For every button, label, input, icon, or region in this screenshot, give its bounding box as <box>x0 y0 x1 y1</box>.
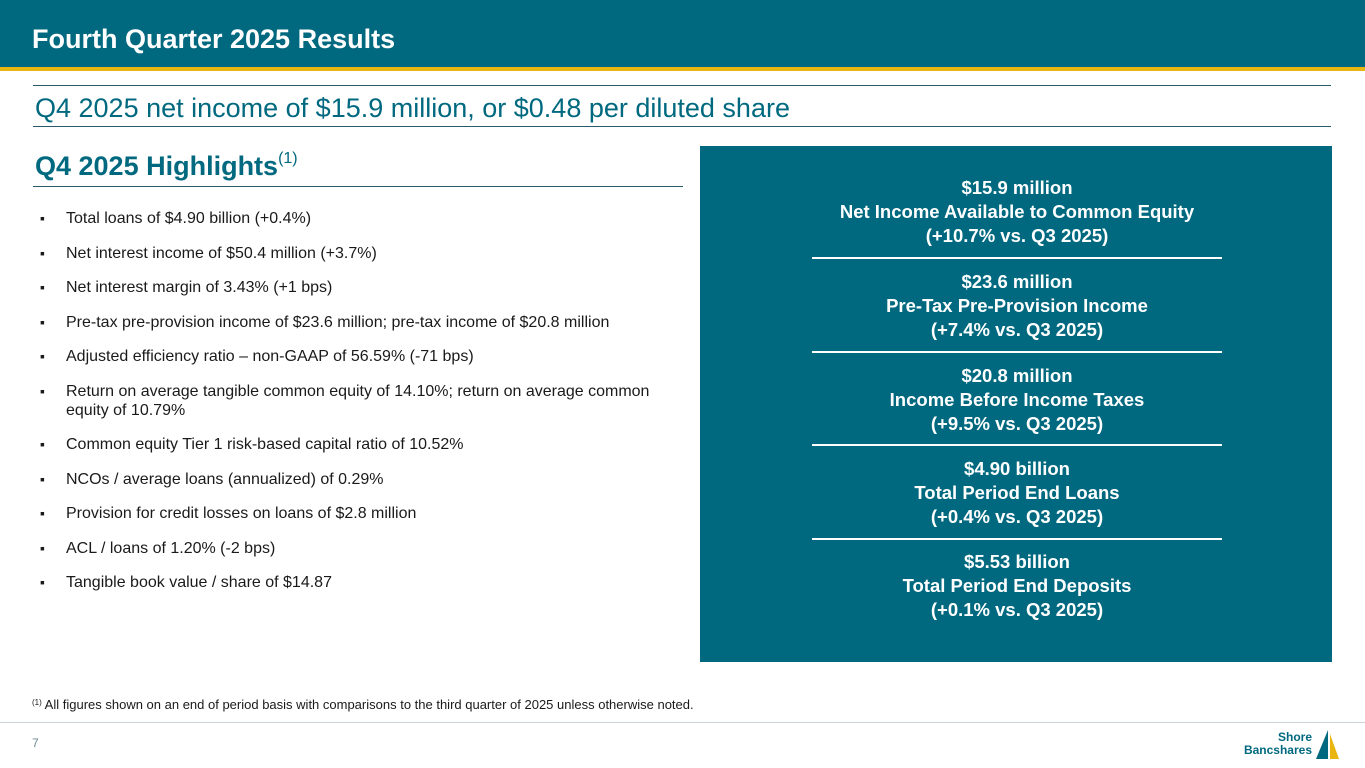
highlight-item: ▪ Provision for credit losses on loans of… <box>40 504 680 523</box>
metric-label: Total Period End Deposits <box>902 575 1132 596</box>
highlight-item: ▪ ACL / loans of 1.20% (-2 bps) <box>40 539 680 558</box>
logo-line-2: Bancshares <box>1243 743 1312 757</box>
highlight-text: Net interest margin of 3.43% (+1 bps) <box>66 279 333 296</box>
footnote: (1) All figures shown on an end of perio… <box>32 697 694 712</box>
metric-change: (+0.4% vs. Q3 2025) <box>930 506 1104 527</box>
bullet-marker: ▪ <box>40 505 45 521</box>
bullet-marker: ▪ <box>40 279 45 295</box>
bullet-marker: ▪ <box>40 210 45 226</box>
bullet-marker: ▪ <box>40 470 45 487</box>
metric-label: Pre-Tax Pre-Provision Income <box>886 295 1148 316</box>
highlight-text: ACL / loans of 1.20% (-2 bps) <box>66 539 276 557</box>
metric-label: Net Income Available to Common Equity <box>839 201 1195 222</box>
bullet-marker: ▪ <box>40 348 45 364</box>
highlight-item: ▪ Return on average tangible common equit… <box>40 382 680 420</box>
metric-block: $5.53 billion Total Period End Deposits (+… <box>812 550 1222 622</box>
bullet-marker: ▪ <box>40 436 45 452</box>
logo-line-1: Shore <box>1277 730 1312 744</box>
highlight-item: ▪ Pre-tax pre-provision income of $23.6 m… <box>40 313 680 332</box>
metric-value: $5.53 billion <box>964 551 1070 572</box>
highlight-item: ▪ Common equity Tier 1 risk-based capital… <box>40 435 680 454</box>
bullet-marker: ▪ <box>40 382 45 399</box>
metric-block: $20.8 million Income Before Income Taxes (… <box>812 364 1222 436</box>
key-metrics-panel: $15.9 million Net Income Available to Com… <box>700 146 1332 662</box>
highlight-text: Common equity Tier 1 risk-based capital … <box>66 436 464 453</box>
highlight-item: ▪ NCOs / average loans (annualized) of 0.… <box>40 470 680 489</box>
logo-wordmark: Shore Bancshares <box>1244 731 1312 757</box>
highlight-text: NCOs / average loans (annualized) of 0.2… <box>66 470 384 488</box>
title-bar-accent <box>0 67 1365 71</box>
metric-block: $4.90 billion Total Period End Loans (+0.4… <box>812 457 1222 529</box>
metric-change: (+9.5% vs. Q3 2025) <box>930 413 1104 434</box>
title-bar <box>0 0 1365 67</box>
highlight-text: Total loans of $4.90 billion (+0.4%) <box>66 210 312 227</box>
metric-label: Income Before Income Taxes <box>889 389 1145 410</box>
highlight-item: ▪ Net interest income of $50.4 million (+… <box>40 244 680 263</box>
bullet-marker: ▪ <box>40 574 45 590</box>
highlight-text: Tangible book value / share of $14.87 <box>66 574 332 591</box>
highlight-item: ▪ Tangible book value / share of $14.87 <box>40 573 680 592</box>
highlight-text: Return on average tangible common equity… <box>66 382 650 419</box>
headline: Q4 2025 net income of $15.9 million, or … <box>35 93 790 123</box>
metric-value: $15.9 million <box>961 177 1073 198</box>
metric-value: $20.8 million <box>961 365 1073 386</box>
highlights-footnote-ref: (1) <box>278 150 298 167</box>
highlight-text: Net interest income of $50.4 million (+3… <box>66 244 377 262</box>
shore-bancshares-logo: Shore Bancshares <box>1244 728 1342 762</box>
metric-change: (+0.1% vs. Q3 2025) <box>930 599 1104 620</box>
footer-rule <box>0 722 1365 723</box>
page-number: 7 <box>32 736 39 750</box>
metric-separator <box>812 444 1222 446</box>
headline-top-rule <box>33 85 1331 86</box>
metric-separator <box>812 257 1222 259</box>
metric-block: $15.9 million Net Income Available to Com… <box>812 176 1222 248</box>
highlights-rule <box>33 186 683 187</box>
highlights-title-text: Q4 2025 Highlights <box>35 151 279 181</box>
metric-block: $23.6 million Pre-Tax Pre-Provision Incom… <box>812 270 1222 342</box>
highlight-item: ▪ Net interest margin of 3.43% (+1 bps) <box>40 278 680 297</box>
metric-value: $23.6 million <box>961 271 1073 292</box>
metric-label: Total Period End Loans <box>914 482 1120 503</box>
highlight-text: Provision for credit losses on loans of … <box>66 505 417 522</box>
metric-change: (+10.7% vs. Q3 2025) <box>925 225 1109 246</box>
highlight-text: Pre-tax pre-provision income of $23.6 mi… <box>66 313 610 331</box>
highlights-title: Q4 2025 Highlights(1) <box>35 150 298 182</box>
metric-change: (+7.4% vs. Q3 2025) <box>930 319 1104 340</box>
metric-separator <box>812 538 1222 540</box>
slide-title: Fourth Quarter 2025 Results <box>32 24 396 54</box>
highlight-text: Adjusted efficiency ratio – non-GAAP of … <box>66 348 474 365</box>
metric-value: $4.90 billion <box>964 458 1070 479</box>
highlight-item: ▪ Total loans of $4.90 billion (+0.4%) <box>40 209 680 228</box>
footnote-text: All figures shown on an end of period ba… <box>41 697 694 712</box>
highlights-list: ▪ Total loans of $4.90 billion (+0.4%) ▪ Ne… <box>40 209 680 608</box>
bullet-marker: ▪ <box>40 244 45 261</box>
footnote-ref: (1) <box>32 698 42 707</box>
highlight-item: ▪ Adjusted efficiency ratio – non-GAAP of… <box>40 347 680 366</box>
sail-icon <box>1316 730 1339 759</box>
bullet-marker: ▪ <box>40 539 45 556</box>
headline-bottom-rule <box>33 126 1331 127</box>
bullet-marker: ▪ <box>40 313 45 330</box>
metric-separator <box>812 351 1222 353</box>
